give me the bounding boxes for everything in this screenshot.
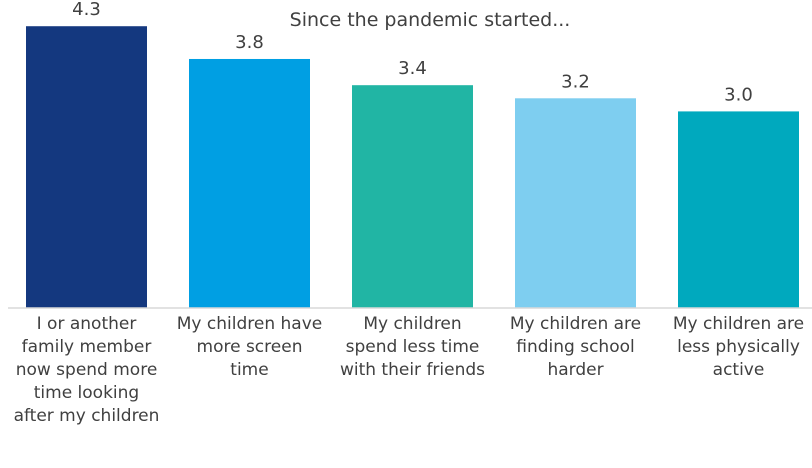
value-label-4: 3.2 (561, 71, 590, 92)
value-label-2: 3.8 (235, 32, 264, 53)
category-label-1: I or another family member now spend mor… (13, 314, 160, 426)
bar-4 (515, 98, 636, 308)
value-labels-group: 4.3 3.8 3.4 3.2 3.0 (72, 0, 753, 105)
category-label-3: My children spend less time with their f… (339, 314, 486, 380)
chart-title: Since the pandemic started... (290, 9, 571, 31)
value-label-1: 4.3 (72, 0, 101, 20)
category-label-5: My children are less physically active (672, 314, 805, 380)
bar-2 (189, 58, 310, 308)
category-label-2: My children have more screen time (176, 314, 323, 380)
bar-1 (26, 26, 147, 308)
value-label-5: 3.0 (724, 84, 753, 105)
bar-5 (678, 111, 799, 308)
bar-3 (352, 85, 473, 308)
value-label-3: 3.4 (398, 58, 427, 79)
bars-group (26, 26, 799, 308)
category-label-4: My children are finding school harder (509, 314, 642, 380)
